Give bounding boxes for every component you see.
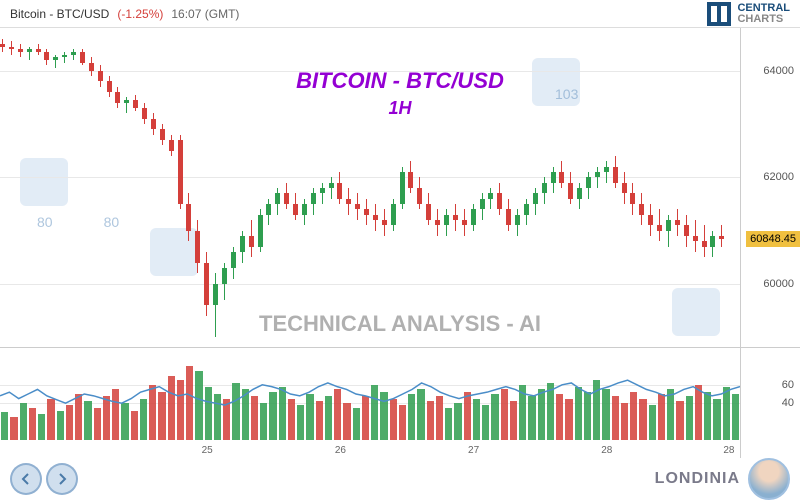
central-charts-logo[interactable]: CENTRALCHARTS bbox=[707, 2, 790, 26]
londinia-brand[interactable]: LONDINIA bbox=[655, 458, 790, 500]
logo-icon bbox=[707, 2, 731, 26]
logo-text: CENTRALCHARTS bbox=[737, 3, 790, 25]
nav-buttons bbox=[10, 463, 78, 495]
oscillator-chart[interactable]: 4060 2526272828 bbox=[0, 348, 800, 458]
footer: LONDINIA bbox=[0, 458, 800, 500]
time-axis: 2526272828 bbox=[0, 440, 740, 458]
avatar-icon bbox=[748, 458, 790, 500]
price-axis: 60000620006400060848.45 bbox=[740, 28, 800, 347]
watermark-text: TECHNICAL ANALYSIS - AI bbox=[259, 311, 541, 337]
instrument-title: Bitcoin - BTC/USD bbox=[10, 7, 109, 21]
nav-next-button[interactable] bbox=[46, 463, 78, 495]
price-change: (-1.25%) bbox=[117, 7, 163, 21]
header: Bitcoin - BTC/USD (-1.25%) 16:07 (GMT) C… bbox=[0, 0, 800, 28]
chart-title: BITCOIN - BTC/USD 1H bbox=[296, 68, 504, 119]
nav-prev-button[interactable] bbox=[10, 463, 42, 495]
oscillator-axis: 4060 bbox=[740, 348, 800, 458]
timestamp: 16:07 (GMT) bbox=[171, 7, 239, 21]
main-chart[interactable]: 8080103 BITCOIN - BTC/USD 1H TECHNICAL A… bbox=[0, 28, 800, 348]
